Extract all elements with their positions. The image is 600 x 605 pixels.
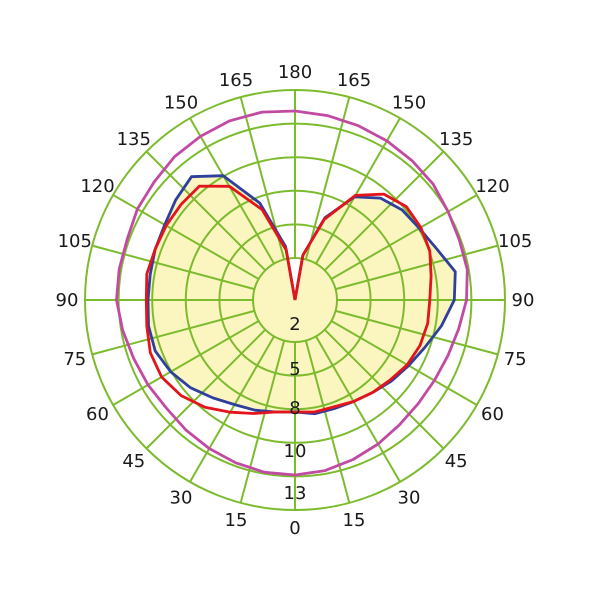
grid-spoke xyxy=(91,309,255,356)
angle-label: 0 xyxy=(289,518,300,539)
angle-label: 90 xyxy=(56,290,79,311)
grid-spoke xyxy=(335,244,499,291)
angle-label: 75 xyxy=(504,349,527,370)
angle-label: 90 xyxy=(512,290,535,311)
angle-label: 15 xyxy=(343,510,366,531)
series-line-magenta xyxy=(115,109,469,477)
angle-label: 165 xyxy=(219,70,253,91)
radial-tick-label: 5 xyxy=(289,359,300,380)
grid-spoke xyxy=(189,117,275,265)
radial-tick-label: 13 xyxy=(284,483,307,504)
grid-spoke xyxy=(91,244,255,291)
angle-label: 120 xyxy=(80,176,114,197)
grid-spoke xyxy=(239,340,286,504)
grid-spoke xyxy=(323,328,445,450)
angle-label: 60 xyxy=(481,404,504,425)
angle-label: 15 xyxy=(225,510,248,531)
angle-label: 105 xyxy=(58,231,92,252)
angle-label: 105 xyxy=(498,231,532,252)
angle-label: 75 xyxy=(63,349,86,370)
grid-spoke xyxy=(145,150,267,272)
angle-label: 30 xyxy=(170,488,193,509)
angle-label: 135 xyxy=(439,129,473,150)
series-fill-area xyxy=(148,175,456,414)
grid-spoke xyxy=(335,309,499,356)
angle-label: 120 xyxy=(475,176,509,197)
angle-label: 135 xyxy=(117,129,151,150)
grid-spoke xyxy=(304,96,351,260)
angle-label: 30 xyxy=(398,488,421,509)
angle-label: 45 xyxy=(122,451,145,472)
series-line-red xyxy=(144,184,433,415)
angle-label: 180 xyxy=(278,62,312,83)
radial-tick-label: 10 xyxy=(284,441,307,462)
angle-label: 45 xyxy=(445,451,468,472)
grid-spoke xyxy=(315,335,401,483)
radial-tick-label: 2 xyxy=(289,314,300,335)
radial-tick-label: 8 xyxy=(289,398,300,419)
grid-spoke xyxy=(323,150,445,272)
grid-spoke xyxy=(330,320,478,406)
grid-spoke xyxy=(330,194,478,280)
angle-label: 165 xyxy=(337,70,371,91)
angle-label: 150 xyxy=(392,93,426,114)
angle-label: 60 xyxy=(86,404,109,425)
grid-spoke xyxy=(189,335,275,483)
grid-spoke xyxy=(304,340,351,504)
grid-spoke xyxy=(145,328,267,450)
grid-spoke xyxy=(112,320,260,406)
angle-label: 150 xyxy=(164,93,198,114)
grid-spoke xyxy=(315,117,401,265)
